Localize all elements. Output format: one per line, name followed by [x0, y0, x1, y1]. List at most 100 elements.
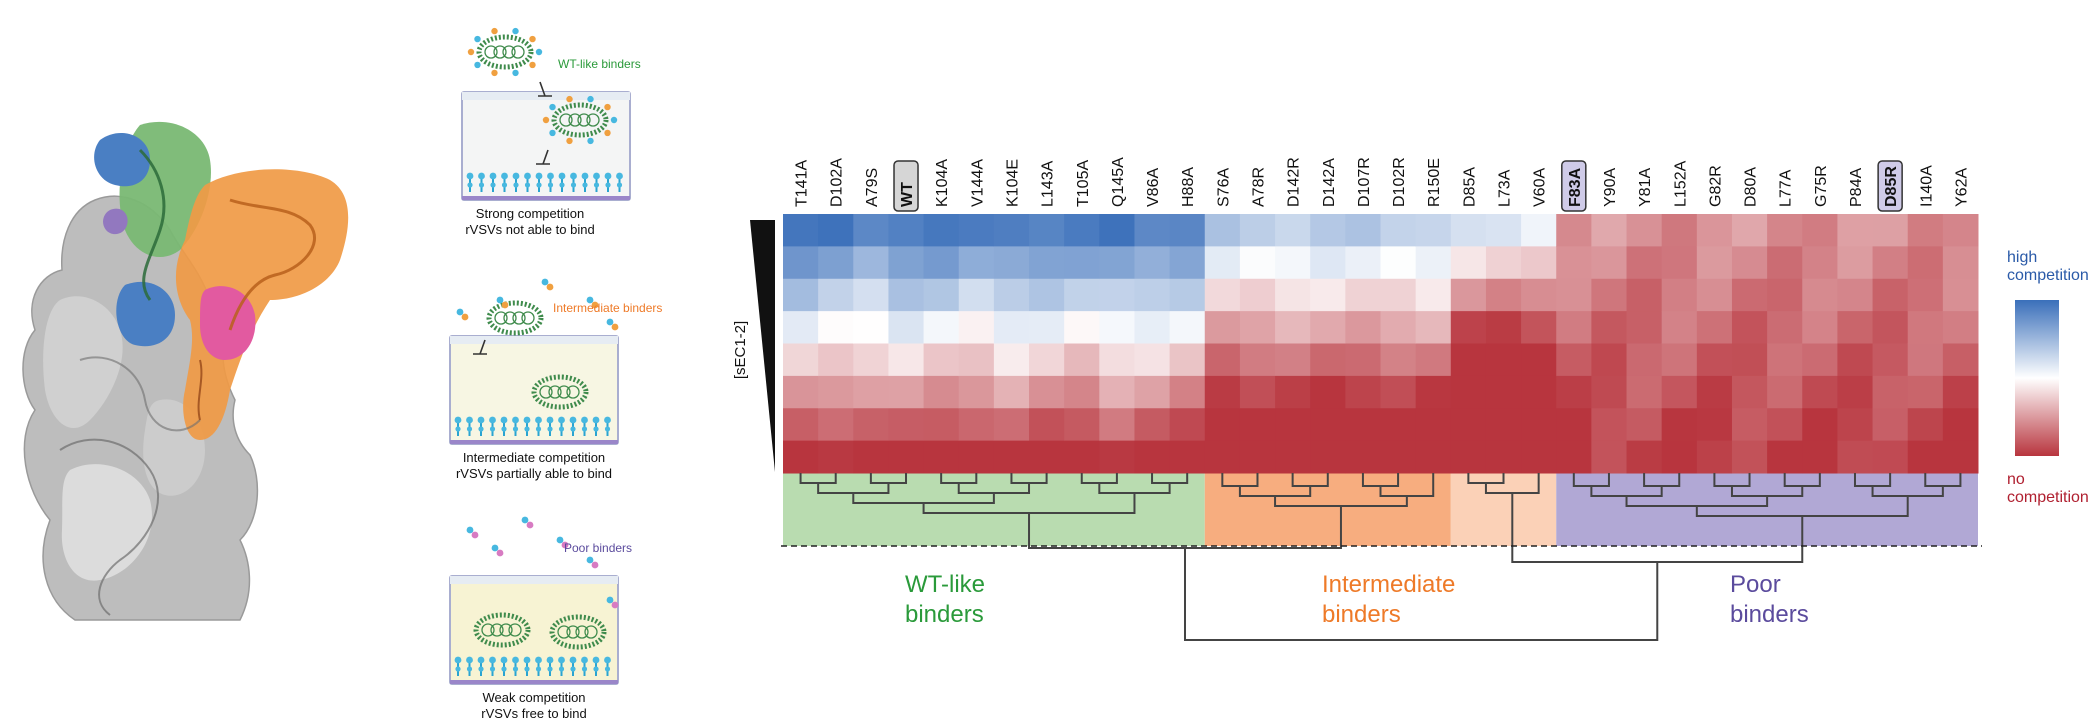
heatmap-cell — [1661, 343, 1698, 377]
heatmap-cell — [1239, 246, 1276, 280]
heatmap-cell — [1345, 214, 1381, 247]
heatmap-cell — [958, 375, 995, 409]
virus-particle — [531, 374, 589, 410]
heatmap-cell — [958, 440, 995, 474]
cluster-label-line2: binders — [1322, 601, 1401, 628]
receptor — [546, 416, 554, 424]
heatmap-cell — [1064, 440, 1100, 474]
heatmap-cell — [1767, 343, 1803, 377]
heatmap-cell — [1380, 408, 1417, 442]
column-label: K104E — [1005, 159, 1022, 207]
heatmap-cell — [1310, 311, 1346, 345]
heatmap-cell — [1485, 214, 1522, 247]
heatmap-cell — [1802, 408, 1838, 442]
virus-particle — [542, 95, 618, 145]
receptor — [604, 416, 611, 424]
heatmap-cell — [1099, 278, 1135, 312]
receptor — [604, 656, 611, 664]
heatmap-cell — [888, 214, 925, 247]
heatmap-cell — [1942, 375, 1979, 409]
column-label: D85R — [1883, 166, 1900, 207]
heatmap-cell — [958, 278, 995, 312]
receptor — [501, 172, 508, 180]
heatmap-cell — [1415, 278, 1452, 312]
column-label: D102A — [829, 158, 846, 207]
receptor — [604, 172, 612, 180]
heatmap-cell — [1837, 408, 1874, 442]
heatmap-cell — [1169, 246, 1206, 280]
heatmap-cell — [1029, 440, 1065, 474]
heatmap-cell — [1837, 214, 1874, 247]
column-label: V86A — [1145, 168, 1162, 207]
heatmap-cell — [1696, 311, 1733, 345]
heatmap-cell — [818, 440, 854, 474]
receptor — [512, 416, 519, 424]
heatmap-cell — [958, 214, 995, 247]
heatmap-cell — [1837, 246, 1874, 280]
protein-blue-patch-top — [94, 132, 150, 187]
heatmap-cell — [818, 375, 854, 409]
heatmap-cell — [1029, 408, 1065, 442]
heatmap-cell — [1275, 343, 1311, 377]
heatmap-cell — [853, 343, 889, 377]
heatmap-cell — [1169, 408, 1206, 442]
receptor — [454, 656, 462, 664]
heatmap-cell — [1907, 375, 1944, 409]
heatmap-cell — [1310, 214, 1346, 247]
heatmap-cell — [1591, 440, 1628, 474]
receptor — [558, 172, 566, 180]
heatmap-cell — [1556, 311, 1592, 345]
heatmap-cell — [1731, 214, 1768, 247]
receptor — [466, 416, 473, 424]
heatmap-cell — [783, 278, 819, 312]
heatmap-cell — [1872, 440, 1909, 474]
heatmap-cell — [1310, 408, 1346, 442]
heatmap-cell — [1767, 278, 1803, 312]
column-label: T105A — [1075, 160, 1092, 207]
heatmap-cell — [1802, 278, 1838, 312]
heatmap-cell — [1099, 440, 1135, 474]
receptor — [581, 172, 589, 180]
heatmap-cell — [1521, 311, 1557, 345]
heatmap-cell — [888, 343, 925, 377]
heatmap-cell — [1029, 214, 1065, 247]
free-binder — [541, 278, 554, 291]
heatmap-cell — [1802, 440, 1838, 474]
well-intermediate: Intermediate binders Intermediate competi… — [449, 278, 662, 481]
well-caption-line1: Strong competition — [476, 206, 584, 221]
heatmap-cell — [1521, 375, 1557, 409]
heatmap-cell — [1802, 246, 1838, 280]
well-rim — [450, 336, 618, 344]
heatmap-cell — [1485, 408, 1522, 442]
heatmap-cell — [1696, 246, 1733, 280]
heatmap-cell — [958, 343, 995, 377]
heatmap-cell — [923, 440, 960, 474]
heatmap-cell — [1064, 311, 1100, 345]
heatmap-cell — [1942, 311, 1979, 345]
column-label: D107R — [1356, 157, 1373, 207]
receptor — [477, 416, 485, 424]
heatmap-cell — [1029, 375, 1065, 409]
receptor — [570, 172, 577, 180]
column-label: F83A — [1567, 167, 1584, 207]
virus-particle — [549, 614, 607, 650]
heatmap-cell — [1415, 246, 1452, 280]
heatmap-cell — [1661, 440, 1698, 474]
column-label: G75R — [1813, 165, 1830, 207]
heatmap-cell — [1661, 375, 1698, 409]
heatmap-cell — [1591, 246, 1628, 280]
receptor — [478, 172, 485, 180]
concentration-wedge — [750, 220, 775, 472]
heatmap-cell — [1345, 343, 1381, 377]
well-caption-line2: rVSVs partially able to bind — [456, 466, 612, 481]
heatmap-cell — [993, 440, 1030, 474]
heatmap-cell — [1485, 311, 1522, 345]
heatmap-cell — [1802, 343, 1838, 377]
heatmap-cell — [1415, 440, 1452, 474]
column-label: I140A — [1918, 165, 1935, 207]
heatmap-cell — [853, 246, 889, 280]
heatmap-cell — [1169, 214, 1206, 247]
column-label: D80A — [1743, 167, 1760, 207]
heatmap-cell — [1275, 278, 1311, 312]
